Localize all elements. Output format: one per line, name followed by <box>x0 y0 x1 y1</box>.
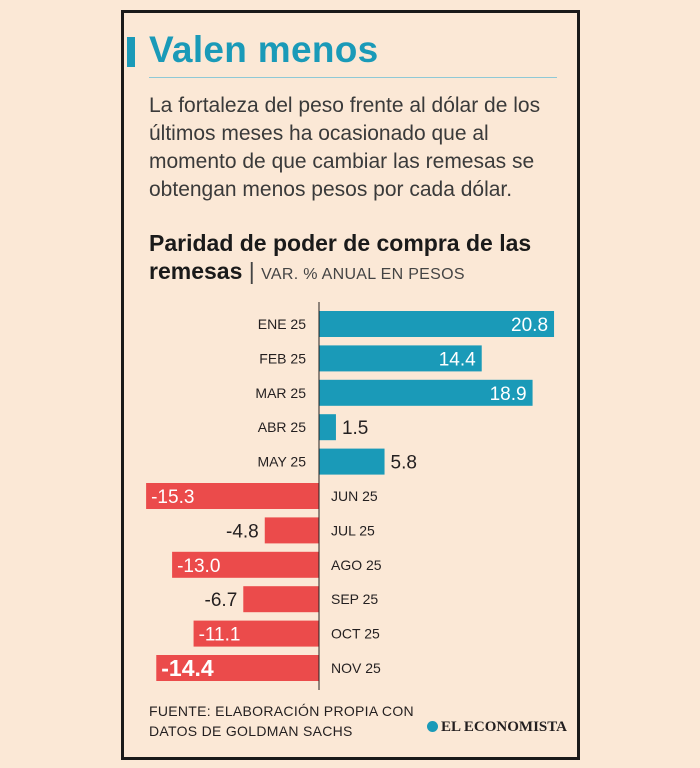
value-label: 14.4 <box>439 349 476 370</box>
chart-title: Paridad de poder de compra de las remesa… <box>149 229 569 289</box>
title-divider <box>149 77 557 78</box>
value-label: -14.4 <box>161 655 214 681</box>
value-label: -13.0 <box>177 556 220 577</box>
value-label: -4.8 <box>226 521 259 542</box>
category-label: NOV 25 <box>331 660 381 676</box>
value-label: -15.3 <box>151 487 194 508</box>
bar-jun-25 <box>146 483 319 509</box>
bar-ago-25 <box>172 551 319 578</box>
chart-title-text: Paridad de poder de compra de las remesa… <box>149 230 532 284</box>
category-label: AGO 25 <box>331 557 382 573</box>
source-line-1: FUENTE: ELABORACIÓN PROPIA CON <box>149 703 414 719</box>
category-label: SEP 25 <box>331 591 378 607</box>
bar-mar-25 <box>319 379 533 406</box>
category-label: JUN 25 <box>331 488 378 504</box>
description: La fortaleza del peso frente al dólar de… <box>149 94 541 201</box>
bar-feb-25 <box>319 345 482 372</box>
bar-may-25 <box>319 448 385 475</box>
source-note: FUENTE: ELABORACIÓN PROPIA CON DATOS DE … <box>149 701 414 741</box>
category-label: MAR 25 <box>255 385 306 401</box>
value-label: 20.8 <box>511 315 548 336</box>
category-label: FEB 25 <box>259 350 306 366</box>
page-title: Valen menos <box>149 29 379 70</box>
bar-abr-25 <box>319 414 336 441</box>
value-label: -6.7 <box>205 590 238 611</box>
chart-title-separator: | <box>248 258 262 284</box>
category-label: MAY 25 <box>257 454 306 470</box>
bar-sep-25 <box>243 586 319 613</box>
brand-icon <box>427 721 438 732</box>
bar-jul-25 <box>264 517 319 544</box>
source-line-2: DATOS DE GOLDMAN SACHS <box>149 723 353 739</box>
value-label: 5.8 <box>391 453 417 474</box>
value-label: 18.9 <box>490 384 527 405</box>
bar-nov-25 <box>156 655 319 681</box>
category-label: ENE 25 <box>258 316 306 332</box>
bar-ene-25 <box>319 311 555 337</box>
category-label: OCT 25 <box>331 626 380 642</box>
title-accent-bar <box>127 37 135 67</box>
category-label: JUL 25 <box>331 522 375 538</box>
brand-name: EL ECONOMISTA <box>441 719 567 735</box>
value-label: -11.1 <box>199 625 241 646</box>
brand-logo: EL ECONOMISTA <box>427 719 567 736</box>
bar-oct-25 <box>193 620 319 647</box>
value-label: 1.5 <box>342 418 368 439</box>
chart-subtitle: VAR. % ANUAL EN PESOS <box>261 266 465 283</box>
category-label: ABR 25 <box>258 419 306 435</box>
